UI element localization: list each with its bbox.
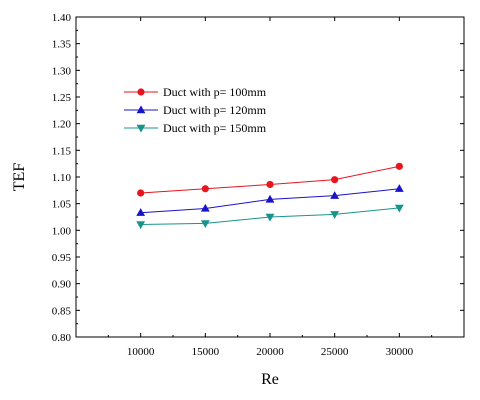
y-tick-label-8: 1.20 [52,119,72,131]
y-tick-label-2: 0.90 [52,279,72,291]
series-0 [137,162,403,197]
legend-label-1: Duct with p= 120mm [163,103,267,117]
plot-area-frame [75,16,465,338]
y-tick-label-7: 1.15 [52,145,72,157]
x-tick-label-3: 25000 [321,346,349,358]
series-1 [136,184,404,216]
x-tick-label-2: 20000 [256,346,284,358]
legend-marker-0 [137,88,145,96]
data-point-0-2 [266,180,274,189]
x-axis-title: Re [261,371,279,388]
data-point-2-3 [330,211,340,219]
data-point-2-0 [136,221,146,230]
y-axis: 0.80 0.85 0.90 0.95 1.00 1.05 1.10 1.15 1.20 1.25… [52,12,464,344]
data-point-1-3 [330,191,340,199]
y-tick-label-4: 1.00 [52,225,72,237]
legend-label-0: Duct with p= 100mm [163,85,267,99]
legend-marker-1 [136,105,146,114]
y-tick-label-10: 1.30 [52,65,72,77]
data-point-2-2 [265,213,275,222]
series-line-0 [140,165,400,194]
series-2 [136,204,404,230]
y-tick-label-3: 0.95 [52,252,72,264]
y-tick-label-12: 1.40 [52,12,72,24]
legend: Duct with p= 100mm Duct with p= 120mm Duct… [124,85,267,135]
y-axis-title: TEF [11,163,28,192]
series-layer [136,162,404,230]
y-tick-label-11: 1.35 [52,39,72,51]
data-point-0-1 [201,185,209,193]
y-tick-label-1: 0.85 [52,305,72,317]
data-point-1-2 [265,194,275,203]
x-tick-label-4: 30000 [386,346,414,358]
data-point-2-4 [394,204,404,213]
legend-marker-2 [136,124,146,133]
legend-label-2: Duct with p= 150mm [163,121,267,135]
data-point-2-1 [200,220,210,228]
x-axis: 10000 15000 20000 25000 30000 [107,17,433,358]
data-point-0-4 [395,162,403,170]
data-point-1-0 [136,208,146,216]
y-tick-label-6: 1.10 [52,172,72,184]
y-tick-label-0: 0.80 [52,332,72,344]
y-tick-label-9: 1.25 [52,92,72,104]
x-tick-label-1: 15000 [192,346,220,358]
data-point-0-3 [331,176,339,184]
data-point-1-4 [394,184,404,192]
y-tick-label-5: 1.05 [52,199,72,211]
data-point-0-0 [137,189,145,197]
x-tick-label-0: 10000 [127,346,155,358]
data-point-1-1 [200,203,210,212]
